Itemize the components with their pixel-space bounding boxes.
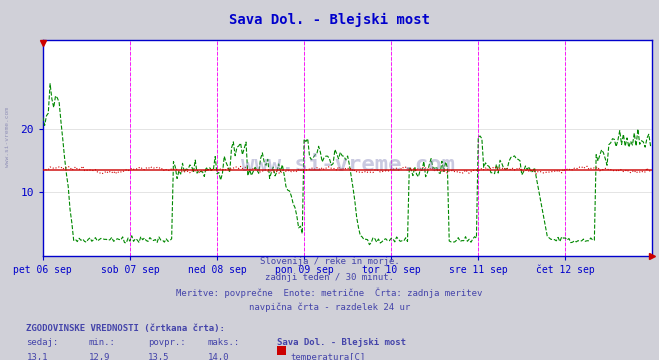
Text: www.si-vreme.com: www.si-vreme.com	[5, 107, 11, 167]
Text: povpr.:: povpr.:	[148, 338, 186, 347]
Text: Slovenija / reke in morje.: Slovenija / reke in morje.	[260, 257, 399, 266]
Text: temperatura[C]: temperatura[C]	[290, 353, 365, 360]
Text: Sava Dol. - Blejski most: Sava Dol. - Blejski most	[277, 338, 406, 347]
Text: Meritve: povprečne  Enote: metrične  Črta: zadnja meritev: Meritve: povprečne Enote: metrične Črta:…	[177, 288, 482, 298]
Text: www.si-vreme.com: www.si-vreme.com	[241, 155, 455, 175]
Text: Sava Dol. - Blejski most: Sava Dol. - Blejski most	[229, 13, 430, 27]
Text: min.:: min.:	[89, 338, 116, 347]
Text: navpična črta - razdelek 24 ur: navpična črta - razdelek 24 ur	[249, 303, 410, 312]
Text: sedaj:: sedaj:	[26, 338, 59, 347]
Text: maks.:: maks.:	[208, 338, 240, 347]
Text: ZGODOVINSKE VREDNOSTI (črtkana črta):: ZGODOVINSKE VREDNOSTI (črtkana črta):	[26, 324, 225, 333]
Text: 13,1: 13,1	[26, 353, 48, 360]
Text: 14,0: 14,0	[208, 353, 229, 360]
Text: 12,9: 12,9	[89, 353, 111, 360]
Text: zadnji teden / 30 minut.: zadnji teden / 30 minut.	[265, 273, 394, 282]
Text: 13,5: 13,5	[148, 353, 170, 360]
